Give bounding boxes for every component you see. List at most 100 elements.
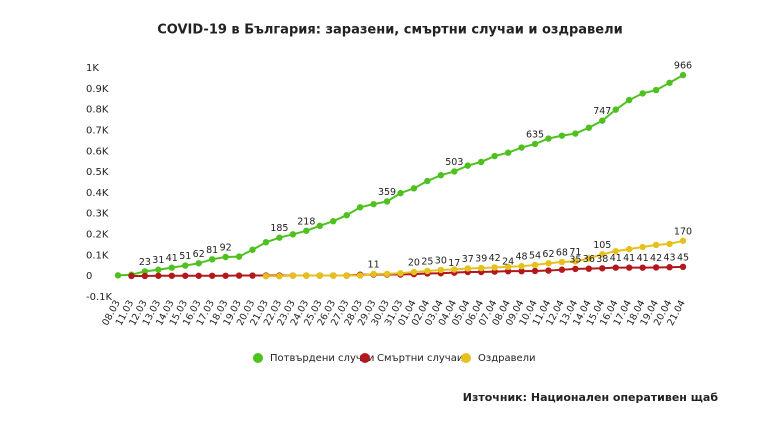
point (424, 177, 431, 185)
y-tick-label: 0.4K (86, 188, 109, 199)
point (303, 227, 310, 234)
value-label: 54 (529, 250, 541, 261)
point (572, 265, 579, 273)
point (478, 158, 485, 166)
point (518, 267, 525, 275)
point (155, 266, 162, 273)
point (531, 261, 539, 269)
source: Източник: Национален оперативен щаб (463, 391, 719, 404)
point (141, 268, 149, 275)
value-label: 41 (623, 253, 635, 264)
point (464, 162, 471, 169)
value-label: 105 (593, 240, 611, 251)
point (531, 140, 539, 148)
value-label: 359 (378, 187, 396, 198)
legend-label: Смъртни случаи (377, 353, 463, 364)
point (612, 248, 619, 255)
point (558, 258, 566, 266)
point (625, 264, 633, 271)
y-tick-label: -0.1K (86, 292, 113, 303)
point (504, 267, 512, 275)
legend-label: Оздравели (478, 353, 536, 364)
point (639, 90, 646, 97)
point (195, 272, 202, 279)
point (585, 124, 593, 131)
value-label: 24 (502, 257, 514, 268)
point (639, 243, 646, 251)
point (625, 96, 633, 104)
value-label: 25 (421, 256, 433, 267)
point (666, 79, 673, 86)
value-label: 35 (569, 254, 581, 265)
point (397, 189, 404, 197)
point (276, 234, 283, 241)
point (652, 241, 660, 249)
point (410, 268, 418, 276)
value-label: 170 (674, 226, 692, 237)
point (383, 270, 391, 278)
legend-label: Потвърдени случаи (270, 353, 374, 364)
point (437, 266, 445, 274)
point (289, 231, 297, 238)
value-label: 48 (516, 252, 528, 263)
point (222, 272, 229, 279)
point (478, 264, 485, 272)
point (370, 200, 377, 208)
point (356, 272, 364, 279)
point (114, 272, 122, 279)
point (262, 239, 270, 246)
value-label: 81 (206, 245, 218, 256)
y-tick-label: 0 (86, 271, 92, 282)
value-label: 503 (445, 157, 463, 168)
point (518, 144, 525, 151)
point (652, 86, 660, 94)
y-tick-label: 0.8K (86, 105, 109, 116)
y-tick-label: 0.9K (86, 84, 109, 95)
y-tick-label: 0.5K (86, 167, 109, 178)
point (330, 218, 337, 225)
point (316, 272, 323, 279)
point (451, 266, 458, 273)
value-label: 62 (193, 249, 205, 260)
value-label: 36 (583, 254, 595, 265)
point (289, 272, 297, 279)
legend-swatch (253, 353, 263, 363)
point (249, 272, 256, 279)
point (572, 258, 579, 265)
value-label: 62 (542, 249, 554, 260)
value-label: 39 (475, 254, 487, 265)
point (585, 255, 593, 262)
value-label: 218 (297, 216, 315, 227)
y-tick-label: 0.2K (86, 230, 109, 241)
point (599, 117, 606, 124)
y-tick-label: 0.1K (86, 250, 109, 261)
value-label: 43 (664, 253, 676, 264)
point (558, 132, 566, 139)
value-label: 635 (526, 129, 544, 140)
point (330, 272, 337, 279)
point (666, 264, 673, 271)
point (235, 253, 243, 260)
point (612, 264, 619, 271)
y-tick-label: 1K (86, 63, 99, 74)
point (491, 264, 498, 271)
point (545, 260, 552, 267)
point (208, 256, 216, 263)
point (612, 106, 619, 113)
point (208, 272, 216, 279)
value-label: 747 (593, 106, 611, 117)
value-label: 185 (270, 223, 288, 234)
value-label: 31 (152, 255, 164, 266)
point (504, 263, 512, 271)
value-label: 966 (674, 61, 692, 72)
value-label: 41 (637, 253, 649, 264)
point (666, 240, 673, 248)
point (545, 135, 552, 142)
point (168, 264, 176, 271)
point (625, 245, 633, 253)
point (155, 272, 162, 279)
value-label: 23 (139, 257, 151, 268)
point (383, 198, 391, 205)
point (262, 272, 270, 280)
